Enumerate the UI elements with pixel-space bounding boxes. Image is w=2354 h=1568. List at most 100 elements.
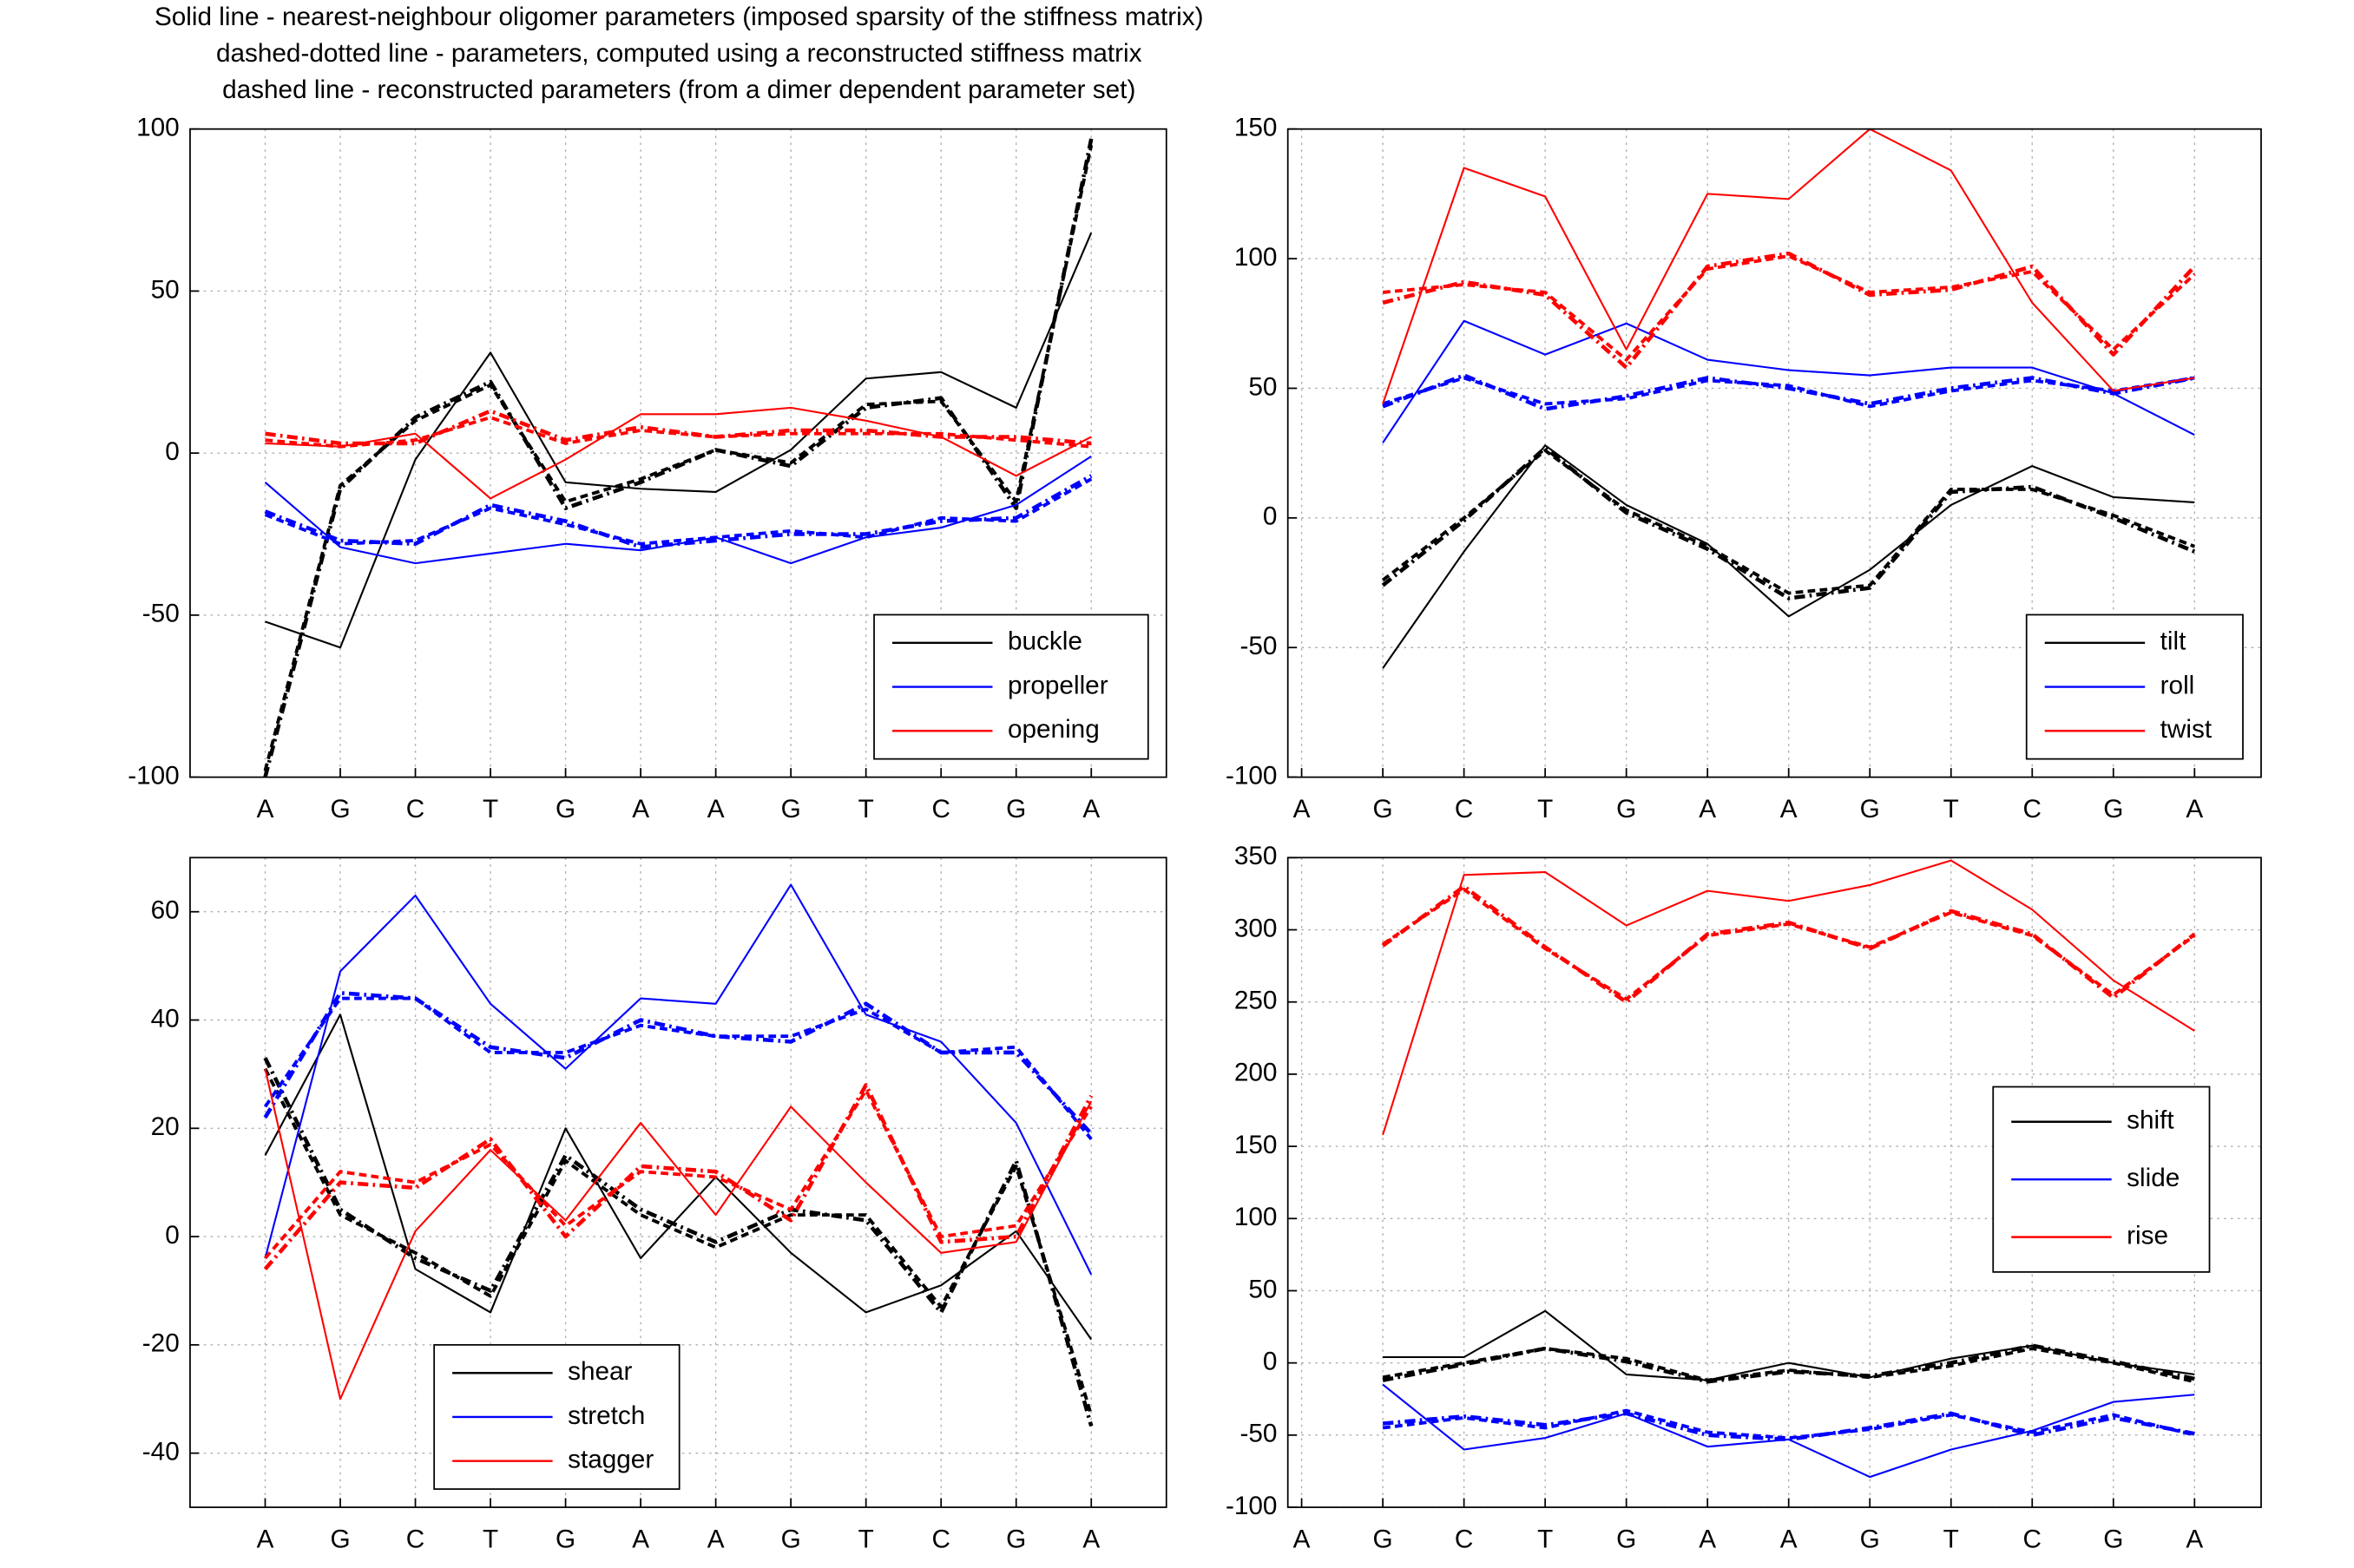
- plot-frame: [1286, 856, 2262, 1508]
- series-line: [1382, 444, 2195, 669]
- x-tick-label: A: [1699, 1525, 1716, 1553]
- x-tick-label: C: [1455, 795, 1473, 823]
- series-line: [264, 456, 1092, 565]
- series-line: [265, 416, 1092, 449]
- series-line: [1382, 319, 2195, 443]
- y-tick-label: 0: [1263, 1348, 1278, 1376]
- y-tick-label: 20: [151, 1112, 180, 1141]
- series-line: [263, 1083, 1094, 1271]
- header-line: dashed line - reconstructed parameters (…: [222, 75, 1135, 104]
- series-line: [1382, 1411, 2195, 1442]
- y-tick-label: 40: [151, 1004, 180, 1033]
- x-tick-label: G: [1006, 1525, 1026, 1553]
- x-tick-label: G: [556, 1525, 575, 1553]
- x-tick-label: G: [781, 1525, 801, 1553]
- x-tick-label: C: [406, 795, 424, 823]
- legend-label: twist: [2160, 715, 2213, 744]
- x-tick-label: T: [858, 1525, 874, 1553]
- series-line: [265, 409, 1092, 446]
- plot-lines: [263, 138, 1094, 778]
- y-tick-label: 250: [1234, 987, 1278, 1015]
- plot-lines: [1381, 128, 2196, 669]
- legend-label: stretch: [568, 1401, 645, 1430]
- x-tick-label: C: [2023, 795, 2042, 823]
- legend-label: shear: [568, 1357, 632, 1386]
- y-tick-label: 100: [1234, 1203, 1278, 1231]
- series-line: [1382, 859, 2195, 1136]
- series-line: [1382, 128, 2195, 404]
- y-tick-label: -50: [142, 600, 180, 628]
- x-tick-label: A: [1082, 795, 1100, 823]
- series-line: [265, 232, 1093, 649]
- header-line: dashed-dotted line - parameters, compute…: [216, 39, 1142, 68]
- series-line: [1381, 445, 2196, 600]
- plot-lines: [263, 883, 1094, 1427]
- series-line: [1382, 373, 2195, 411]
- x-tick-label: G: [2103, 1525, 2123, 1553]
- legend-label: tilt: [2160, 627, 2186, 656]
- series-line: [264, 1014, 1093, 1341]
- x-tick-label: A: [2186, 1525, 2203, 1553]
- series-line: [263, 991, 1093, 1136]
- x-tick-label: A: [257, 1525, 274, 1553]
- x-tick-label: T: [1943, 1525, 1959, 1553]
- plot-frame: [1286, 128, 2262, 778]
- x-tick-label: G: [1373, 795, 1393, 823]
- x-tick-label: T: [858, 795, 874, 823]
- y-tick-label: 100: [136, 114, 180, 142]
- x-tick-label: G: [1860, 1525, 1880, 1553]
- x-tick-label: T: [1537, 1525, 1553, 1553]
- y-tick-label: 50: [1248, 372, 1277, 401]
- x-tick-label: G: [2103, 795, 2123, 823]
- series-line: [263, 1057, 1094, 1427]
- x-tick-label: G: [1373, 1525, 1393, 1553]
- legend-label: buckle: [1008, 627, 1082, 656]
- x-tick-label: T: [1537, 795, 1553, 823]
- plot-frame: [189, 128, 1167, 778]
- x-tick-label: A: [1780, 795, 1798, 823]
- y-tick-label: -100: [1226, 761, 1277, 790]
- y-tick-label: 50: [1248, 1275, 1277, 1303]
- legend-label: opening: [1008, 715, 1100, 744]
- x-tick-label: G: [1616, 1525, 1636, 1553]
- x-tick-label: G: [1006, 795, 1026, 823]
- legend-label: slide: [2127, 1164, 2180, 1192]
- x-tick-label: C: [1455, 1525, 1473, 1553]
- x-tick-label: A: [707, 795, 725, 823]
- x-tick-label: A: [257, 795, 274, 823]
- y-tick-label: 150: [1234, 114, 1278, 142]
- x-tick-label: A: [1082, 1525, 1100, 1553]
- y-tick-label: 60: [151, 896, 180, 925]
- y-tick-label: 0: [165, 437, 180, 466]
- header-line: Solid line - nearest-neighbour oligomer …: [155, 3, 1204, 31]
- x-tick-label: A: [1780, 1525, 1798, 1553]
- y-tick-label: 300: [1234, 914, 1278, 942]
- series-line: [264, 477, 1093, 546]
- y-tick-label: -100: [128, 761, 179, 790]
- x-tick-label: T: [483, 795, 498, 823]
- x-tick-label: A: [1699, 795, 1716, 823]
- x-tick-label: T: [1943, 795, 1959, 823]
- series-line: [1383, 1309, 2195, 1381]
- x-tick-label: A: [1293, 795, 1311, 823]
- y-tick-label: -100: [1226, 1492, 1277, 1520]
- x-tick-label: A: [632, 1525, 649, 1553]
- x-tick-label: A: [2186, 795, 2203, 823]
- y-tick-label: -20: [142, 1329, 180, 1358]
- series-line: [264, 1088, 1093, 1260]
- plot-lines: [1381, 859, 2196, 1479]
- y-tick-label: -50: [1239, 1420, 1277, 1448]
- y-tick-label: -40: [142, 1437, 180, 1466]
- x-tick-label: G: [330, 795, 350, 823]
- series-line: [1382, 376, 2195, 409]
- legend-label: stagger: [568, 1446, 654, 1474]
- series-line: [1382, 1408, 2195, 1440]
- y-tick-label: 0: [165, 1221, 180, 1250]
- y-tick-label: -50: [1239, 632, 1277, 660]
- x-tick-label: G: [556, 795, 575, 823]
- y-tick-label: 100: [1234, 243, 1278, 272]
- plot-frame: [189, 856, 1167, 1508]
- x-tick-label: A: [707, 1525, 725, 1553]
- series-line: [1382, 251, 2196, 370]
